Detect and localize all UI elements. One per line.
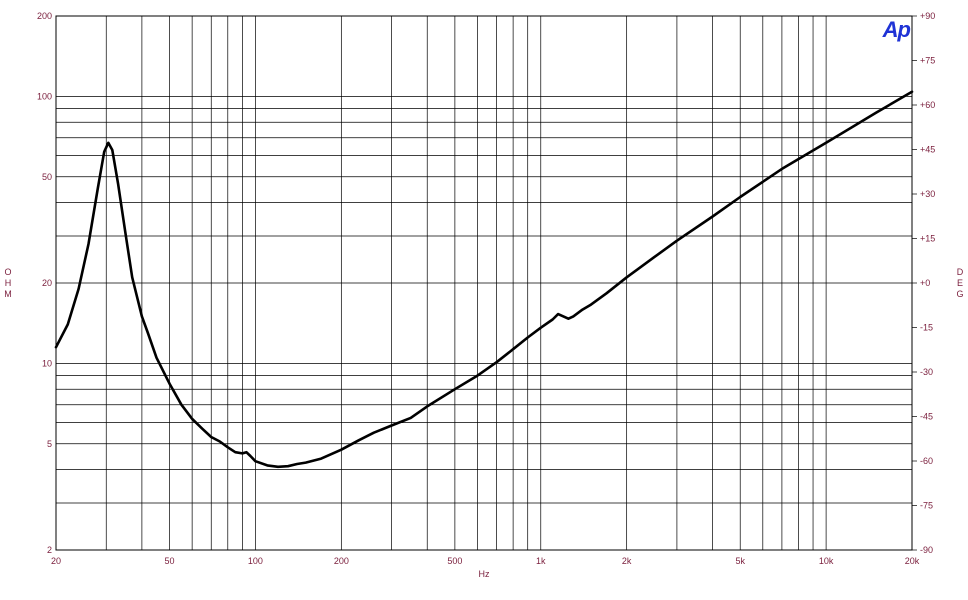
y-axis-ticks: 2 5 10 20 50 100 200	[37, 11, 52, 555]
axis-title-letter: E	[957, 278, 963, 288]
y-tick-label: 10	[42, 358, 52, 368]
x-tick-label: 500	[447, 556, 462, 566]
x-axis-ticks: 20 50 100 200 500 1k 2k 5k 10k 20k	[51, 556, 920, 566]
grid-lines	[55, 15, 917, 551]
y2-tick-label: +60	[920, 100, 935, 110]
x-tick-label: 5k	[735, 556, 745, 566]
y-tick-label: 200	[37, 11, 52, 21]
y-tick-label: 5	[47, 439, 52, 449]
plot-frame	[55, 15, 913, 551]
x-tick-label: 20	[51, 556, 61, 566]
x-tick-label: 20k	[905, 556, 920, 566]
y2-tick-label: -30	[920, 367, 933, 377]
x-tick-label: 200	[334, 556, 349, 566]
series-layer	[54, 90, 914, 469]
ap-logo: Ap	[882, 17, 911, 42]
y2-tick-label: +0	[920, 278, 930, 288]
y-tick-label: 2	[47, 545, 52, 555]
axis-title-letter: O	[4, 267, 11, 277]
x-tick-label: 1k	[536, 556, 546, 566]
axis-title-letter: M	[4, 289, 12, 299]
x-tick-label: 100	[248, 556, 263, 566]
x-axis-title: Hz	[479, 569, 490, 579]
x-tick-label: 2k	[622, 556, 632, 566]
impedance-curve	[54, 90, 914, 469]
y-tick-label: 100	[37, 91, 52, 101]
y2-axis-ticks: +90 +75 +60 +45 +30 +15 +0 -15 -30 -45 -60 -75 -90	[920, 11, 935, 555]
x-tick-label: 50	[165, 556, 175, 566]
y2-tick-label: +15	[920, 234, 935, 244]
y-tick-label: 20	[42, 278, 52, 288]
axis-title-letter: G	[956, 289, 963, 299]
y2-tick-label: -90	[920, 545, 933, 555]
y-tick-label: 50	[42, 172, 52, 182]
y2-tick-label: -45	[920, 412, 933, 422]
x-tick-label: 10k	[819, 556, 834, 566]
y2-tick-label: +30	[920, 189, 935, 199]
y2-tick-label: -15	[920, 323, 933, 333]
axis-title-letter: D	[957, 267, 964, 277]
y2-tick-label: +45	[920, 145, 935, 155]
y2-tick-label: +90	[920, 11, 935, 21]
y2-tick-label: -60	[920, 456, 933, 466]
y2-tick-label: -75	[920, 501, 933, 511]
axis-title-letter: H	[5, 278, 12, 288]
y2-tick-label: +75	[920, 56, 935, 66]
